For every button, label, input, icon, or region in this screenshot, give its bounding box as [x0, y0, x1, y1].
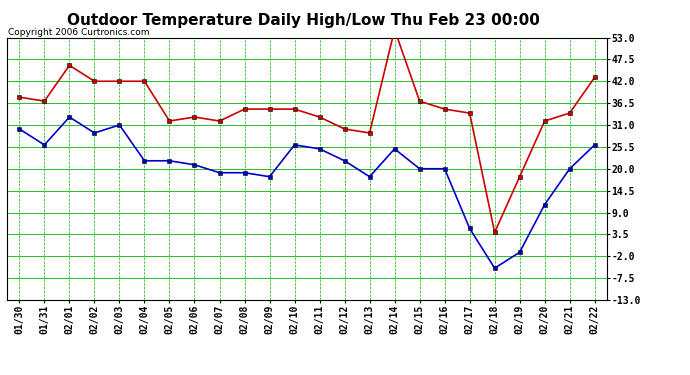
- Text: Copyright 2006 Curtronics.com: Copyright 2006 Curtronics.com: [8, 28, 150, 37]
- Text: Outdoor Temperature Daily High/Low Thu Feb 23 00:00: Outdoor Temperature Daily High/Low Thu F…: [67, 13, 540, 28]
